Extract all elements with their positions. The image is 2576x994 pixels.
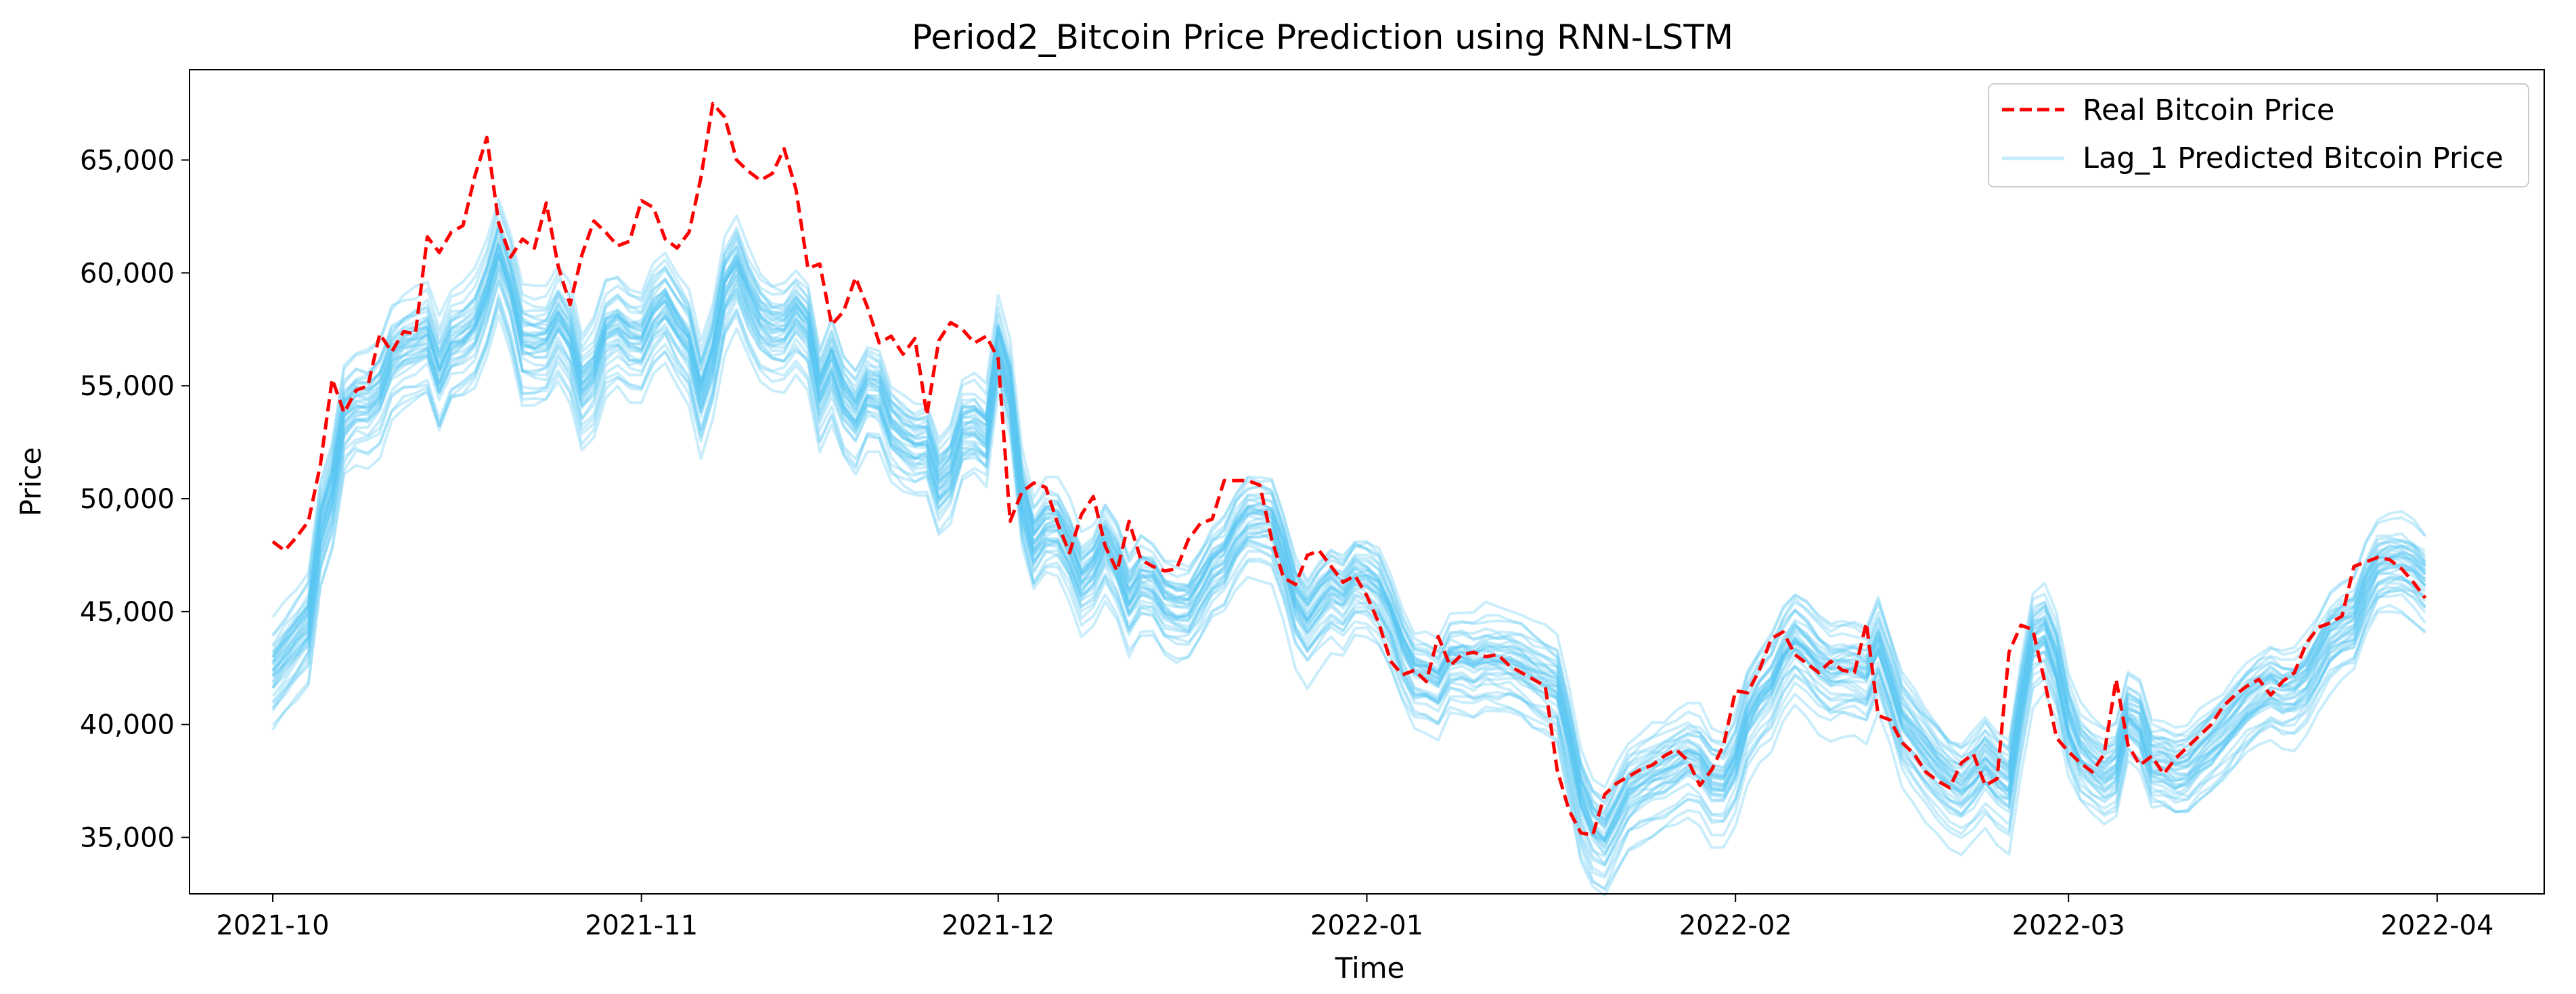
y-tick-label: 50,000: [80, 484, 175, 515]
x-tick-label: 2022-02: [1679, 910, 1792, 941]
predicted-series-line: [271, 244, 2426, 821]
predicted-series-line: [271, 242, 2426, 816]
y-tick-label: 55,000: [80, 371, 175, 402]
x-tick-label: 2021-11: [585, 910, 698, 941]
legend-predicted-label: Lag_1 Predicted Bitcoin Price: [2083, 141, 2504, 175]
x-axis-label: Time: [1335, 951, 1405, 985]
predicted-series-line: [271, 255, 2426, 844]
predicted-series-line: [271, 225, 2426, 835]
y-axis: 35,000 40,000 45,000 50,000 55,000 60,000 65,0…: [80, 145, 190, 854]
predicted-series-line: [271, 269, 2426, 855]
predicted-series-line: [271, 217, 2426, 812]
predicted-series-line: [271, 279, 2426, 845]
predicted-series-line: [271, 301, 2426, 866]
predicted-series-line: [271, 248, 2426, 849]
predicted-series-line: [271, 255, 2426, 842]
y-tick-label: 65,000: [80, 145, 175, 176]
predicted-series-line: [271, 273, 2426, 879]
legend-real-label: Real Bitcoin Price: [2083, 93, 2334, 127]
predicted-series-line: [271, 227, 2426, 827]
predicted-series-line: [271, 255, 2426, 840]
predicted-series-line: [271, 224, 2426, 805]
x-tick-label: 2021-12: [941, 910, 1054, 941]
predicted-series-line: [271, 252, 2426, 830]
real-series-line: [271, 101, 2427, 837]
legend-box: [1988, 83, 2529, 187]
predicted-series-group: [271, 198, 2426, 897]
predicted-series-line: [271, 244, 2426, 821]
predicted-series-line: [271, 297, 2426, 877]
predicted-series-line: [271, 223, 2426, 824]
y-tick-label: 45,000: [80, 597, 175, 628]
predicted-series-line: [271, 264, 2426, 840]
predicted-series-line: [271, 237, 2426, 821]
predicted-series-line: [271, 203, 2426, 789]
x-tick-label: 2021-10: [216, 910, 329, 941]
real-series-group: [271, 101, 2427, 837]
predicted-series-line: [271, 243, 2426, 827]
predicted-series-line: [271, 198, 2426, 800]
y-tick-label: 60,000: [80, 258, 175, 289]
x-tick-label: 2022-04: [2380, 910, 2493, 941]
predicted-series-line: [271, 304, 2426, 891]
predicted-series-line: [271, 266, 2426, 890]
predicted-series-line: [271, 263, 2426, 866]
x-tick-label: 2022-01: [1310, 910, 1423, 941]
predicted-series-line: [271, 251, 2426, 858]
predicted-series-line: [271, 252, 2426, 856]
predicted-series-line: [271, 292, 2426, 897]
y-tick-label: 40,000: [80, 710, 175, 741]
y-tick-label: 35,000: [80, 823, 175, 854]
y-axis-label: Price: [14, 447, 47, 516]
predicted-series-line: [271, 262, 2426, 867]
x-axis: 2021-10 2021-11 2021-12 2022-01 2022-02 2022-…: [216, 894, 2493, 941]
predicted-series-line: [271, 273, 2426, 840]
predicted-series-line: [271, 254, 2426, 842]
predicted-series-line: [271, 246, 2426, 849]
predicted-series-line: [271, 252, 2426, 843]
predicted-series-line: [271, 243, 2426, 839]
predicted-series-line: [271, 226, 2426, 804]
chart-title: Period2_Bitcoin Price Prediction using R…: [912, 18, 1733, 57]
x-tick-label: 2022-03: [2012, 910, 2125, 941]
predicted-series-line: [271, 241, 2426, 842]
predicted-series-line: [271, 234, 2426, 829]
legend: Real Bitcoin Price Lag_1 Predicted Bitco…: [1988, 83, 2529, 187]
